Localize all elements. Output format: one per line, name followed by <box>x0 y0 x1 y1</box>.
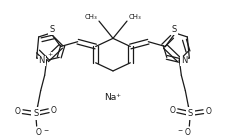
Text: O: O <box>51 106 56 115</box>
Text: S: S <box>49 25 54 34</box>
Text: −: − <box>177 127 182 132</box>
Text: O: O <box>36 128 41 137</box>
Text: S: S <box>33 109 38 118</box>
Text: O: O <box>15 107 20 116</box>
Text: N: N <box>38 56 45 65</box>
Text: CH₃: CH₃ <box>128 14 141 20</box>
Text: S: S <box>171 25 176 34</box>
Text: N: N <box>180 56 187 65</box>
Text: S: S <box>187 109 192 118</box>
Text: O: O <box>184 128 189 137</box>
Text: O: O <box>169 106 174 115</box>
Text: Na⁺: Na⁺ <box>104 93 121 102</box>
Text: +: + <box>47 52 52 57</box>
Text: O: O <box>205 107 210 116</box>
Text: −: − <box>43 127 48 132</box>
Text: CH₃: CH₃ <box>84 14 97 20</box>
